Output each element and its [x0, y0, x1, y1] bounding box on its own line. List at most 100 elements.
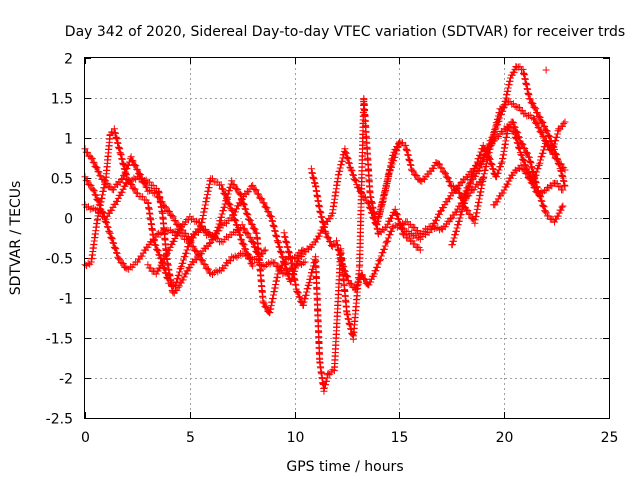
data-point	[517, 151, 525, 159]
y-tick-label: -2	[59, 372, 73, 388]
data-point-interp	[146, 178, 154, 186]
data-point-interp	[541, 207, 549, 215]
data-point-interp	[325, 234, 333, 242]
data-point-interp	[437, 164, 445, 172]
data-point-interp	[130, 174, 138, 182]
data-point	[249, 181, 257, 189]
data-point-interp	[182, 270, 190, 278]
data-point-interp	[320, 223, 328, 231]
data-point-interp	[235, 227, 243, 235]
data-point-interp	[123, 165, 131, 173]
data-point	[274, 238, 282, 246]
data-point	[194, 218, 202, 226]
data-point-interp	[180, 273, 188, 281]
data-point-interp	[118, 155, 126, 163]
data-point-interp	[84, 259, 92, 267]
data-point	[110, 125, 118, 133]
data-point	[299, 246, 307, 254]
data-point-interp	[284, 243, 292, 251]
data-point-interp	[238, 236, 246, 244]
data-point-interp	[226, 201, 234, 209]
data-point-interp	[451, 231, 459, 239]
data-point-interp	[350, 171, 358, 179]
data-point-interp	[352, 285, 360, 293]
data-point-interp	[530, 103, 538, 111]
data-point	[324, 369, 332, 377]
data-point-interp	[302, 291, 310, 299]
data-point	[293, 287, 301, 295]
data-point-interp	[446, 215, 454, 223]
data-point-interp	[170, 216, 178, 224]
data-point-interp	[308, 169, 316, 177]
data-point-interp	[335, 246, 343, 254]
data-point-interp	[303, 288, 311, 296]
data-point-interp	[162, 269, 170, 277]
data-point-interp	[250, 225, 258, 233]
data-point-interp	[179, 276, 187, 284]
data-point	[228, 177, 236, 185]
data-point	[542, 66, 550, 74]
data-point-interp	[391, 153, 399, 161]
data-point-interp	[466, 181, 474, 189]
data-point-interp	[359, 271, 367, 279]
data-point-interp	[529, 180, 537, 188]
data-point-interp	[515, 133, 523, 141]
data-point-interp	[529, 100, 537, 108]
data-point-interp	[112, 133, 120, 141]
data-point-interp	[132, 162, 140, 170]
data-point-interp	[337, 256, 345, 264]
data-point-interp	[513, 139, 521, 147]
data-point-interp	[104, 223, 112, 231]
data-point-interp	[172, 278, 180, 286]
data-point-interp	[269, 217, 277, 225]
data-point-interp	[497, 163, 505, 171]
data-point-interp	[99, 209, 107, 217]
data-point-interp	[125, 177, 133, 185]
data-point-interp	[298, 247, 306, 255]
data-point-interp	[245, 216, 253, 224]
data-point-interp	[300, 298, 308, 306]
data-point-interp	[442, 173, 450, 181]
data-point-interp	[542, 126, 550, 134]
data-point-interp	[271, 259, 279, 267]
data-point-interp	[110, 243, 118, 251]
data-point	[186, 238, 194, 246]
data-point-interp	[540, 133, 548, 141]
data-point-interp	[179, 232, 187, 240]
data-point	[525, 153, 533, 161]
data-point-interp	[161, 269, 169, 277]
data-point-interp	[309, 174, 317, 182]
data-point-interp	[263, 204, 271, 212]
data-point-interp	[118, 259, 126, 267]
data-point-interp	[465, 210, 473, 218]
data-point-interp	[539, 132, 547, 140]
data-point-interp	[195, 219, 203, 227]
data-point-interp	[232, 208, 240, 216]
data-point	[358, 271, 366, 279]
data-point-interp	[345, 319, 353, 327]
data-point-interp	[88, 155, 96, 163]
data-point-interp	[318, 213, 326, 221]
data-point-interp	[457, 194, 465, 202]
data-point	[217, 181, 225, 189]
data-point-interp	[320, 384, 328, 392]
data-point-interp	[533, 108, 541, 116]
data-point-interp	[499, 189, 507, 197]
data-point-interp	[528, 163, 536, 171]
data-point-interp	[239, 240, 247, 248]
data-point-interp	[511, 123, 519, 131]
data-point-interp	[283, 239, 291, 247]
data-point-interp	[559, 173, 567, 181]
data-point-interp	[556, 161, 564, 169]
data-point-interp	[475, 155, 483, 163]
data-point-interp	[271, 227, 279, 235]
data-point-interp	[558, 172, 566, 180]
data-point-interp	[100, 176, 108, 184]
data-point-interp	[341, 267, 349, 275]
data-point-interp	[273, 233, 281, 241]
data-point	[479, 141, 487, 149]
data-point-interp	[391, 150, 399, 158]
data-point-interp	[376, 257, 384, 265]
data-point-interp	[165, 246, 173, 254]
data-point-interp	[521, 145, 529, 153]
